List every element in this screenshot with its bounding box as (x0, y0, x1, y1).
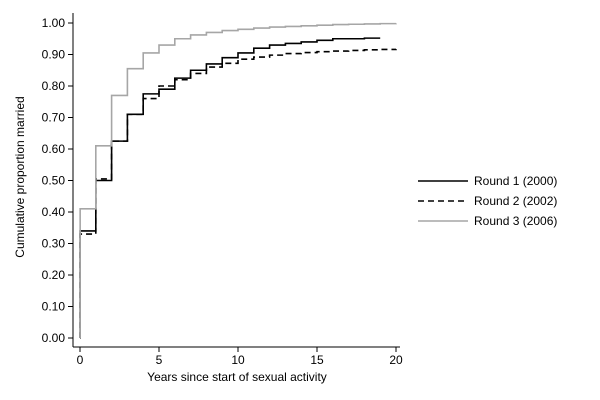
x-tick-label: 10 (231, 353, 245, 367)
series-group (79, 22, 397, 339)
y-tick-label: 0.60 (42, 142, 66, 156)
y-ticks: 0.00 0.10 0.20 0.30 0.40 0.50 0.60 0.70 0.80 0.90… (42, 16, 73, 345)
series-line-1 (79, 37, 381, 339)
y-tick-label: 0.80 (42, 79, 66, 93)
y-tick-label: 0.70 (42, 111, 66, 125)
y-tick-label: 0.20 (42, 268, 66, 282)
legend: Round 1 (2000) Round 2 (2002) Round 3 (200… (418, 174, 557, 228)
y-axis-title: Cumulative proportion married (13, 96, 27, 257)
y-tick-label: 1.00 (42, 16, 66, 30)
x-tick-label: 5 (156, 353, 163, 367)
x-tick-label: 15 (310, 353, 324, 367)
x-ticks: 0 5 10 15 20 (77, 347, 403, 367)
y-tick-label: 0.10 (42, 300, 66, 314)
series-line-2 (79, 48, 397, 339)
y-tick-label: 0.50 (42, 174, 66, 188)
y-tick-label: 0.30 (42, 237, 66, 251)
y-tick-label: 0.90 (42, 48, 66, 62)
series-line-3 (79, 22, 397, 339)
x-axis-title: Years since start of sexual activity (147, 370, 327, 384)
y-tick-label: 0.00 (42, 331, 66, 345)
x-tick-label: 0 (77, 353, 84, 367)
legend-label-3: Round 3 (2006) (474, 214, 557, 228)
legend-label-2: Round 2 (2002) (474, 194, 557, 208)
legend-label-1: Round 1 (2000) (474, 174, 557, 188)
x-tick-label: 20 (389, 353, 403, 367)
y-tick-label: 0.40 (42, 205, 66, 219)
